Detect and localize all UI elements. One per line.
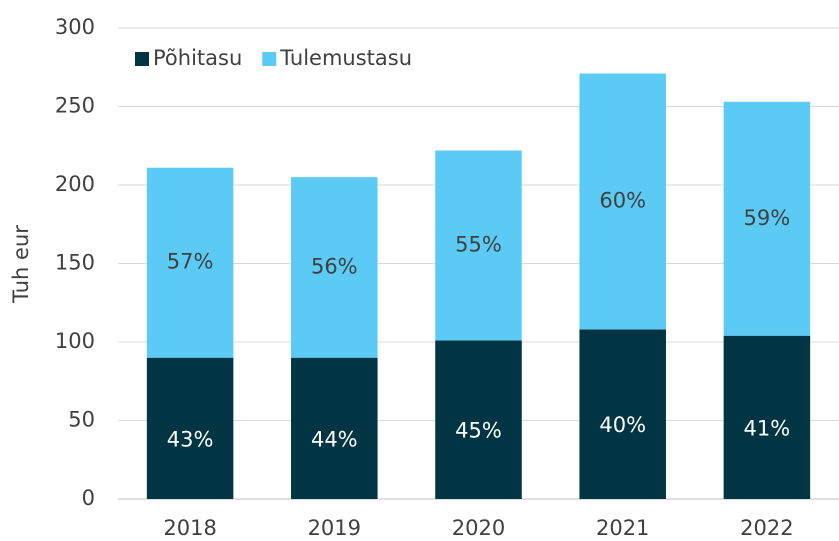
x-tick-label: 2018: [163, 516, 216, 540]
x-tick-label: 2022: [740, 516, 793, 540]
bar-segment: [579, 73, 666, 330]
percent-label: 55%: [455, 232, 502, 256]
percent-label: 43%: [167, 427, 214, 451]
percent-label: 40%: [599, 413, 646, 437]
y-tick-label: 300: [55, 15, 95, 39]
bar-segment: [146, 167, 234, 358]
bar-segment: [435, 340, 522, 499]
y-tick-label: 100: [55, 329, 95, 353]
bar-segment: [291, 357, 378, 499]
percent-label: 60%: [599, 188, 646, 212]
y-tick-label: 250: [55, 94, 95, 118]
bar-segment: [146, 357, 234, 499]
percent-label: 41%: [744, 416, 791, 440]
x-tick-label: 2020: [452, 516, 505, 540]
y-tick-label: 200: [55, 172, 95, 196]
percent-label: 59%: [744, 206, 791, 230]
bar-segment: [723, 335, 811, 499]
legend-label: Põhitasu: [153, 46, 242, 70]
percent-label: 57%: [167, 250, 214, 274]
x-tick-label: 2021: [596, 516, 649, 540]
x-tick-label: 2019: [308, 516, 361, 540]
legend-label: Tulemustasu: [279, 46, 412, 70]
percent-label: 45%: [455, 419, 502, 443]
bar-segment: [579, 329, 666, 499]
bar-segment: [291, 177, 378, 358]
y-tick-label: 0: [82, 486, 95, 510]
bar-segment: [723, 101, 811, 336]
y-tick-label: 150: [55, 251, 95, 275]
bar-segment: [435, 150, 522, 341]
y-tick-label: 50: [68, 408, 95, 432]
percent-label: 44%: [311, 427, 358, 451]
y-axis-label: Tuh eur: [9, 225, 33, 304]
legend-swatch: [135, 52, 149, 66]
percent-label: 56%: [311, 254, 358, 278]
legend-swatch: [262, 52, 277, 66]
